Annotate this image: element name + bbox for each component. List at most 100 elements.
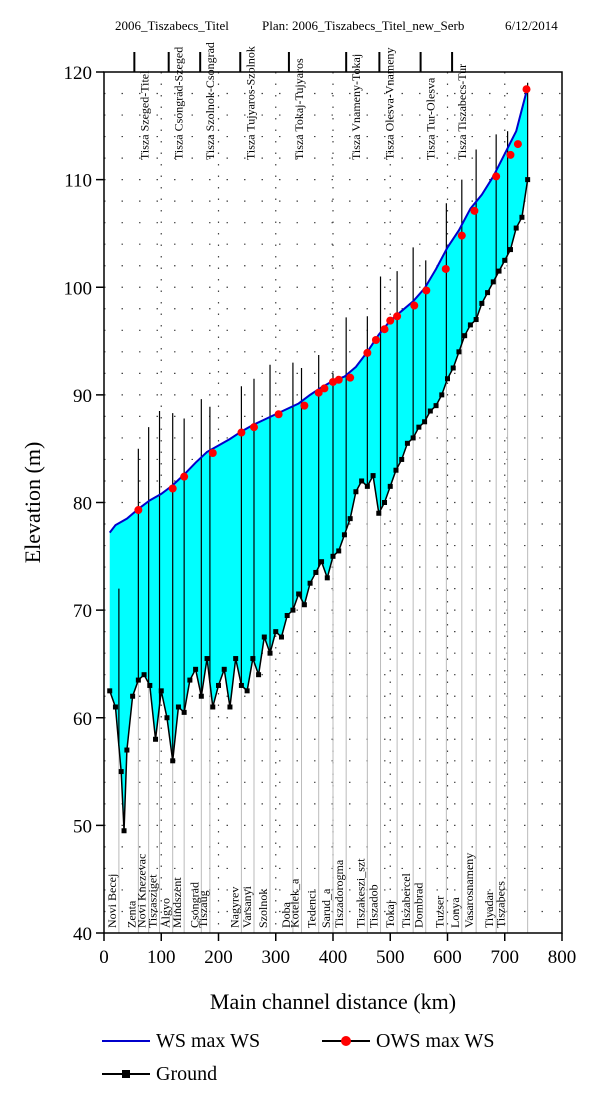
- ground-point: [181, 709, 187, 715]
- station-label: Szolnok: [256, 889, 270, 928]
- station-label: Tiszakeszi_szt: [353, 858, 367, 928]
- x-axis-label: Main channel distance (km): [210, 989, 456, 1014]
- ground-point: [216, 682, 221, 688]
- ground-point: [445, 376, 450, 382]
- station-label: Tiyadar: [482, 891, 496, 928]
- station-label: Lonya: [448, 897, 462, 928]
- x-tick-label: 800: [548, 947, 577, 968]
- ground-point: [330, 553, 336, 559]
- ground-point: [376, 510, 382, 516]
- ows-point: [380, 325, 389, 334]
- station-label: Sarud_a: [319, 888, 333, 928]
- ground-point: [267, 650, 273, 656]
- ground-series: [107, 177, 531, 834]
- y-tick-label: 80: [73, 494, 92, 515]
- ground-point: [422, 419, 428, 425]
- ground-point: [473, 317, 479, 323]
- ground-point: [147, 682, 153, 688]
- legend-ows-label: OWS max WS: [376, 1030, 495, 1052]
- station-label: Algyo: [159, 898, 173, 928]
- reach-label: Tisza Vnameny-Tokaj: [349, 54, 363, 160]
- x-tick-label: 100: [147, 947, 176, 968]
- ground-point: [261, 634, 267, 640]
- station-label: Vasarosnameny: [462, 853, 476, 928]
- reach-label: Tisza Csongrad-Szeged: [172, 47, 186, 160]
- y-tick-label: 90: [73, 386, 92, 407]
- ground-point: [324, 575, 330, 581]
- ground-point: [313, 569, 319, 575]
- reach-label: Tisza Tur-Olesva: [424, 77, 438, 160]
- ground-point: [164, 715, 170, 721]
- ground-point: [319, 559, 325, 565]
- ows-point: [134, 506, 143, 515]
- ground-point: [427, 408, 433, 414]
- ground-point: [359, 478, 365, 484]
- ground-point: [175, 704, 181, 710]
- ground-point: [370, 473, 376, 479]
- ground-point: [284, 613, 290, 619]
- station-label: Mindszent: [170, 877, 184, 928]
- ground-point: [187, 677, 193, 683]
- ows-point: [393, 312, 402, 321]
- ground-point: [479, 300, 485, 306]
- ground-point: [130, 693, 136, 699]
- reach-label: Tisza Szolnok-Csongrad: [203, 42, 217, 160]
- ground-point: [170, 758, 176, 764]
- y-tick-label: 40: [73, 924, 92, 945]
- ows-point: [470, 206, 479, 215]
- ows-point: [314, 388, 323, 397]
- ows-point: [441, 264, 450, 273]
- ows-point: [300, 401, 309, 410]
- ground-point: [221, 666, 227, 672]
- y-tick-label: 110: [64, 171, 92, 192]
- station-label: Novi Becej: [105, 874, 119, 928]
- ground-point: [387, 483, 393, 489]
- reach-label: Tisza Tujyaros-Szolnok: [243, 46, 257, 160]
- ground-point: [141, 672, 147, 678]
- ground-point: [107, 688, 113, 694]
- ground-point: [296, 591, 302, 597]
- ground-point: [450, 365, 456, 371]
- y-tick-label: 70: [73, 601, 92, 622]
- ows-point: [371, 335, 380, 344]
- ground-point: [244, 688, 250, 694]
- station-label: Tiszasziget: [146, 874, 160, 928]
- ground-point: [278, 634, 284, 640]
- ows-point: [386, 316, 395, 325]
- legend-ground-line: [102, 1070, 150, 1078]
- y-tick-label: 120: [64, 63, 93, 84]
- ground-point: [238, 682, 244, 688]
- header-project: 2006_Tiszabecs_Titel: [115, 18, 229, 33]
- ground-point: [250, 656, 256, 662]
- station-label: Varsanyi: [240, 885, 254, 928]
- ground-point: [158, 688, 164, 694]
- x-tick-label: 0: [99, 947, 109, 968]
- x-tick-label: 200: [204, 947, 233, 968]
- ows-point: [249, 423, 258, 432]
- ground-point: [273, 629, 279, 635]
- ground-point: [112, 704, 118, 710]
- ground-point: [467, 322, 473, 328]
- ground-point: [525, 177, 531, 183]
- ground-point: [118, 769, 124, 775]
- legend-ground-label: Ground: [156, 1063, 218, 1085]
- station-label: Tiszabecs: [494, 881, 508, 928]
- ground-point: [193, 666, 199, 672]
- station-label: Csongrad: [187, 882, 201, 928]
- ground-point: [153, 736, 159, 742]
- ground-point: [490, 279, 496, 285]
- ground-point: [204, 656, 210, 662]
- ground-point: [233, 656, 239, 662]
- ows-point: [363, 348, 372, 357]
- ground-point: [347, 516, 353, 522]
- axes: [96, 52, 563, 941]
- ows-point: [168, 484, 177, 493]
- y-axis-label: Elevation (m): [20, 442, 45, 564]
- ground-point: [210, 704, 216, 710]
- ground-point: [393, 467, 399, 473]
- ground-point: [399, 456, 405, 462]
- ground-point: [307, 580, 313, 586]
- header-plan: Plan: 2006_Tiszabecs_Titel_new_Serb: [262, 18, 465, 33]
